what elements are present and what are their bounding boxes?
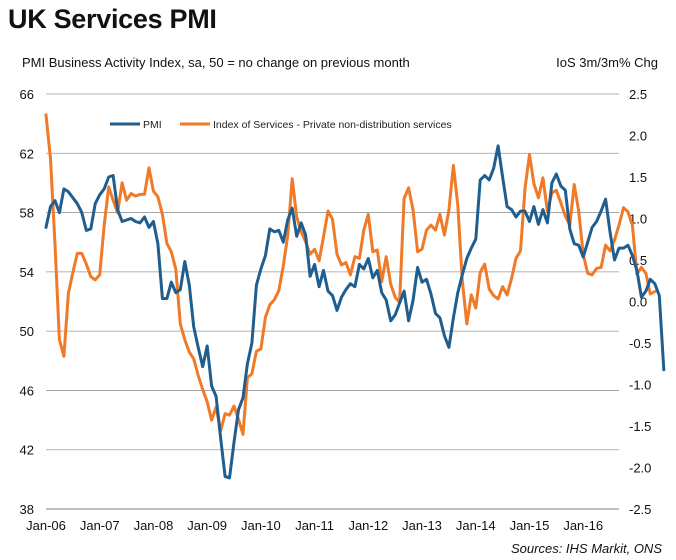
left-tick-label: 50	[20, 324, 34, 339]
gridlines	[46, 93, 619, 510]
left-tick-label: 42	[20, 443, 34, 458]
left-tick-label: 38	[20, 502, 34, 517]
right-tick-label: 2.5	[629, 87, 647, 102]
right-axis-ticks: 2.52.01.51.00.50.0-0.5-1.0-1.5-2.0-2.5	[629, 87, 651, 517]
x-tick-label: Jan-07	[80, 518, 120, 533]
x-tick-label: Jan-08	[134, 518, 174, 533]
x-tick-label: Jan-11	[295, 518, 334, 533]
x-tick-label: Jan-12	[348, 518, 388, 533]
x-tick-label: Jan-16	[563, 518, 603, 533]
x-tick-label: Jan-15	[510, 518, 550, 533]
right-tick-label: -2.0	[629, 461, 651, 476]
x-tick-label: Jan-10	[241, 518, 281, 533]
left-tick-label: 66	[20, 87, 34, 102]
left-tick-label: 62	[20, 146, 34, 161]
ios-line	[44, 113, 657, 436]
series-lines	[44, 113, 666, 480]
right-tick-label: -0.5	[629, 336, 651, 351]
legend-label-pmi: PMI	[143, 119, 162, 131]
x-tick-label: Jan-13	[402, 518, 442, 533]
left-tick-label: 58	[20, 206, 34, 221]
legend-label-ios: Index of Services - Private non-distribu…	[213, 119, 452, 131]
x-tick-label: Jan-14	[456, 518, 496, 533]
left-tick-label: 46	[20, 383, 34, 398]
source-note: Sources: IHS Markit, ONS	[511, 541, 662, 556]
right-axis-label: IoS 3m/3m% Chg	[556, 55, 658, 70]
left-tick-label: 54	[20, 265, 34, 280]
chart-subtitle: PMI Business Activity Index, sa, 50 = no…	[22, 55, 410, 70]
right-tick-label: 0.0	[629, 295, 647, 310]
pmi-line	[44, 144, 666, 480]
right-tick-label: -2.5	[629, 502, 651, 517]
right-tick-label: 1.0	[629, 212, 647, 227]
right-tick-label: 1.5	[629, 170, 647, 185]
right-tick-label: -1.0	[629, 378, 651, 393]
right-tick-label: 2.0	[629, 129, 647, 144]
legend: PMI Index of Services - Private non-distr…	[110, 119, 452, 131]
x-tick-label: Jan-06	[26, 518, 66, 533]
right-tick-label: -1.5	[629, 419, 651, 434]
x-tick-label: Jan-09	[187, 518, 227, 533]
chart-title: UK Services PMI	[8, 4, 217, 34]
x-axis-ticks: Jan-06 Jan-07 Jan-08 Jan-09 Jan-10 Jan-11 Jan-…	[26, 518, 603, 533]
left-axis-ticks: 38 42 46 50 54 58 62 66	[20, 87, 34, 517]
